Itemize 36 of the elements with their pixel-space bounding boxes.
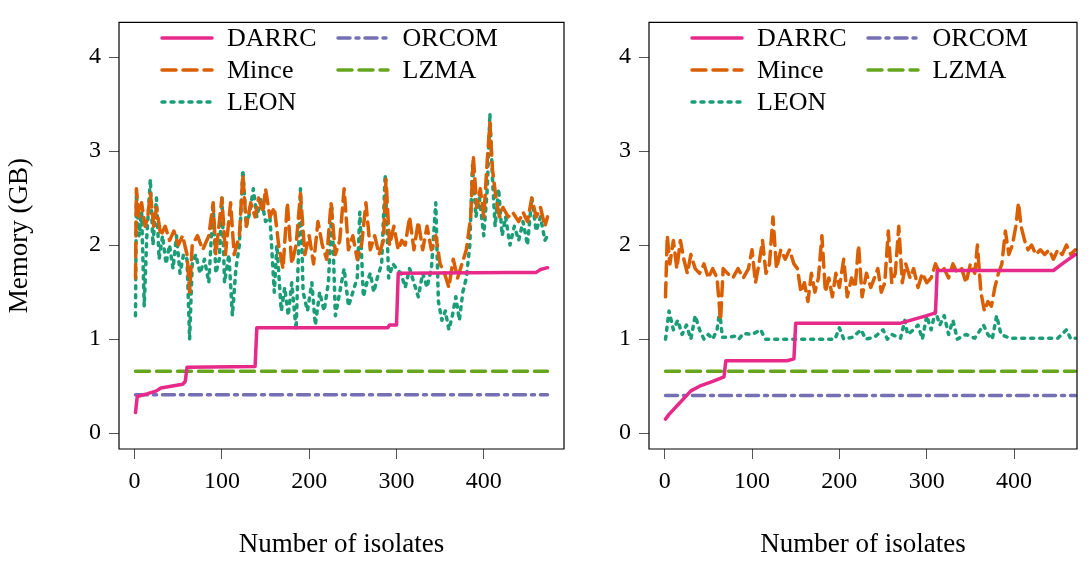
- x-tick-label: 300: [378, 466, 415, 493]
- legend-label: Mince: [757, 55, 824, 86]
- x-tick-label: 200: [291, 466, 328, 493]
- legend-label: Mince: [227, 55, 294, 86]
- legend-label: DARRC: [757, 23, 847, 54]
- y-tick-label: 4: [619, 42, 631, 69]
- legend-label: ORCOM: [932, 23, 1028, 54]
- x-tick-label: 300: [908, 466, 945, 493]
- x-axis-title: Number of isolates: [760, 527, 966, 558]
- y-tick-label: 1: [89, 324, 101, 351]
- legend-label: LZMA: [932, 55, 1007, 86]
- y-tick-label: 1: [619, 324, 631, 351]
- line-series: [133, 111, 550, 341]
- y-tick-label: 0: [619, 418, 631, 445]
- legend-label: LEON: [757, 87, 827, 118]
- y-tick-label: 3: [89, 136, 101, 163]
- y-axis-title: Memory (GB): [3, 158, 34, 314]
- x-tick-label: 100: [203, 466, 240, 493]
- y-tick-label: 2: [619, 230, 631, 257]
- legend-label: ORCOM: [402, 23, 498, 54]
- legend-label: DARRC: [227, 23, 317, 54]
- x-tick-label: 100: [734, 466, 770, 493]
- y-tick-label: 4: [89, 42, 101, 69]
- line-series: [663, 309, 1077, 341]
- legend-label: LZMA: [402, 55, 477, 86]
- y-tick-label: 3: [619, 136, 631, 163]
- x-tick-label: 200: [821, 466, 858, 493]
- x-tick-label: 400: [465, 466, 502, 493]
- line-series: [133, 121, 550, 294]
- x-axis-title: Number of isolates: [238, 527, 445, 558]
- x-tick-label: 0: [128, 466, 141, 493]
- x-tick-label: 0: [658, 466, 671, 493]
- y-tick-label: 2: [89, 230, 101, 257]
- legend-label: LEON: [227, 87, 297, 118]
- y-tick-label: 0: [89, 418, 101, 445]
- x-tick-label: 400: [996, 466, 1033, 493]
